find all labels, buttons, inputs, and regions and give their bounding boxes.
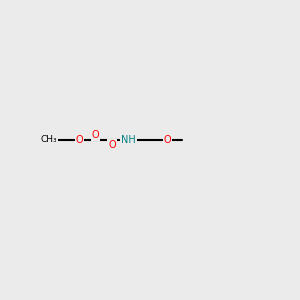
Text: O: O — [164, 135, 172, 145]
Text: O: O — [76, 135, 83, 145]
Text: O: O — [108, 140, 116, 150]
Text: CH₃: CH₃ — [41, 135, 57, 144]
Text: O: O — [92, 130, 99, 140]
Text: NH: NH — [121, 135, 136, 145]
